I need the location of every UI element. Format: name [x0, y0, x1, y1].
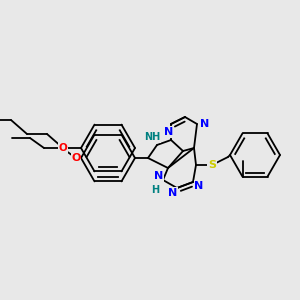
Text: S: S	[208, 160, 216, 170]
Text: O: O	[71, 153, 81, 163]
Text: N: N	[164, 127, 174, 137]
Text: N: N	[154, 171, 164, 181]
Text: NH: NH	[144, 132, 160, 142]
Text: H: H	[151, 185, 159, 195]
Text: N: N	[200, 119, 210, 129]
Text: N: N	[168, 188, 178, 198]
Text: N: N	[194, 181, 204, 191]
Text: O: O	[58, 143, 68, 153]
